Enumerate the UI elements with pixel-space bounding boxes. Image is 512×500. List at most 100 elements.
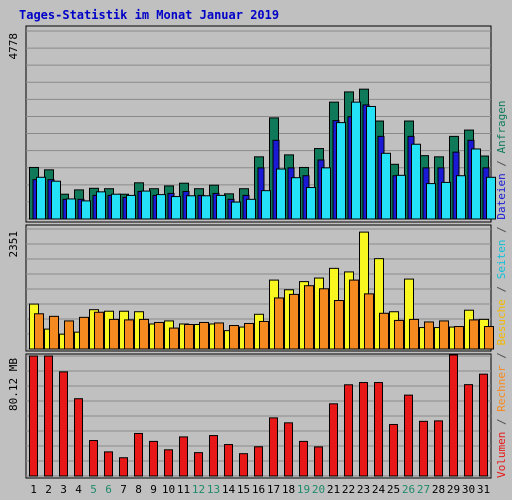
x-tick-label: 5 bbox=[90, 483, 97, 496]
x-tick-label: 30 bbox=[462, 483, 475, 496]
bar-rechner bbox=[109, 318, 119, 350]
bar-seiten bbox=[186, 195, 196, 220]
legend-item: Rechner bbox=[495, 365, 508, 412]
bar-seiten bbox=[471, 148, 481, 220]
x-tick-label: 10 bbox=[162, 483, 175, 496]
bar-rechner bbox=[409, 318, 419, 350]
bar-rechner bbox=[484, 326, 494, 350]
bar-volumen bbox=[359, 382, 368, 477]
x-tick-label: 7 bbox=[120, 483, 127, 496]
legend-item: / bbox=[495, 412, 508, 432]
legend-text: Volumen / Rechner / Besuche / Seiten / D… bbox=[495, 100, 508, 478]
bar-volumen bbox=[209, 435, 218, 477]
bar-rechner bbox=[229, 325, 239, 350]
x-tick-label: 20 bbox=[312, 483, 325, 496]
bar-volumen bbox=[284, 422, 293, 477]
bar-rechner bbox=[139, 318, 149, 350]
bar-rechner bbox=[274, 297, 284, 350]
bar-volumen bbox=[314, 446, 323, 477]
x-tick-label: 24 bbox=[372, 483, 386, 496]
bar-volumen bbox=[224, 444, 233, 477]
bar-seiten bbox=[381, 152, 391, 220]
bar-volumen bbox=[239, 453, 248, 477]
series-rechner bbox=[34, 279, 494, 350]
bar-seiten bbox=[486, 176, 496, 220]
bar-seiten bbox=[396, 174, 406, 220]
bar-rechner bbox=[379, 312, 389, 350]
bar-volumen bbox=[479, 373, 488, 477]
x-tick-label: 23 bbox=[357, 483, 370, 496]
bar-seiten bbox=[36, 176, 46, 220]
bar-volumen bbox=[59, 371, 68, 477]
bar-rechner bbox=[259, 320, 269, 350]
bar-volumen bbox=[134, 432, 143, 477]
chart-title: Tages-Statistik im Monat Januar 2019 bbox=[19, 8, 279, 22]
bar-rechner bbox=[184, 323, 194, 350]
bar-seiten bbox=[201, 195, 211, 220]
bar-rechner bbox=[334, 300, 344, 350]
bar-seiten bbox=[141, 190, 151, 220]
x-tick-label: 31 bbox=[477, 483, 490, 496]
panel-middle: 2351 bbox=[7, 224, 494, 352]
bar-volumen bbox=[449, 354, 458, 477]
bar-rechner bbox=[64, 320, 74, 350]
bar-rechner bbox=[154, 321, 164, 350]
bar-seiten bbox=[231, 201, 241, 220]
bar-seiten bbox=[426, 183, 436, 220]
series-volumen bbox=[29, 354, 488, 477]
bar-rechner bbox=[169, 327, 179, 350]
bar-volumen bbox=[254, 446, 263, 477]
legend-item: Anfragen bbox=[495, 100, 508, 153]
legend-item: / bbox=[495, 279, 508, 299]
bar-rechner bbox=[34, 313, 44, 350]
x-tick-label: 22 bbox=[342, 483, 355, 496]
chart-panels: 4778 2351 80.12 MB bbox=[7, 25, 496, 479]
legend-item: / bbox=[495, 153, 508, 173]
bar-seiten bbox=[456, 175, 466, 220]
bar-volumen bbox=[179, 436, 188, 477]
bar-volumen bbox=[404, 394, 413, 477]
bar-rechner bbox=[319, 288, 329, 350]
bar-volumen bbox=[464, 384, 473, 477]
bar-rechner bbox=[439, 320, 449, 350]
x-tick-label: 28 bbox=[432, 483, 445, 496]
bar-rechner bbox=[304, 285, 314, 350]
bar-seiten bbox=[291, 177, 301, 220]
bar-volumen bbox=[389, 423, 398, 477]
bar-volumen bbox=[329, 403, 338, 477]
panel-bottom: 80.12 MB bbox=[7, 353, 492, 479]
bar-seiten bbox=[111, 193, 121, 220]
x-tick-label: 27 bbox=[417, 483, 430, 496]
bar-rechner bbox=[79, 316, 89, 350]
legend-item: Dateien bbox=[495, 173, 508, 219]
bar-seiten bbox=[276, 168, 286, 220]
bar-rechner bbox=[394, 319, 404, 350]
x-tick-label: 12 bbox=[192, 483, 205, 496]
bar-volumen bbox=[344, 384, 353, 477]
bar-seiten bbox=[366, 105, 376, 220]
x-tick-label: 26 bbox=[402, 483, 415, 496]
bar-seiten bbox=[411, 143, 421, 220]
bar-rechner bbox=[289, 293, 299, 350]
bar-volumen bbox=[434, 420, 443, 477]
x-tick-label: 3 bbox=[60, 483, 67, 496]
series-seiten bbox=[36, 101, 496, 220]
bar-rechner bbox=[469, 319, 479, 350]
x-tick-label: 15 bbox=[237, 483, 250, 496]
bar-seiten bbox=[306, 187, 316, 220]
bar-volumen bbox=[44, 355, 53, 477]
bar-rechner bbox=[124, 319, 134, 350]
bar-rechner bbox=[214, 322, 224, 350]
bar-seiten bbox=[336, 122, 346, 220]
x-tick-label: 1 bbox=[30, 483, 37, 496]
bar-rechner bbox=[244, 322, 254, 350]
x-tick-label: 4 bbox=[75, 483, 82, 496]
y-max-label: 4778 bbox=[7, 33, 20, 60]
x-axis-labels: 1 2 3 4 5 6 7 8 9 10 11 12 13 14 15 16 17 18 19 20 21 22 23 24 2… bbox=[30, 483, 490, 496]
legend-vertical: Volumen / Rechner / Besuche / Seiten / D… bbox=[495, 100, 508, 478]
bar-seiten bbox=[351, 101, 361, 220]
x-tick-label: 13 bbox=[207, 483, 220, 496]
x-tick-label: 29 bbox=[447, 483, 460, 496]
bar-rechner bbox=[349, 279, 359, 350]
x-tick-label: 11 bbox=[177, 483, 190, 496]
